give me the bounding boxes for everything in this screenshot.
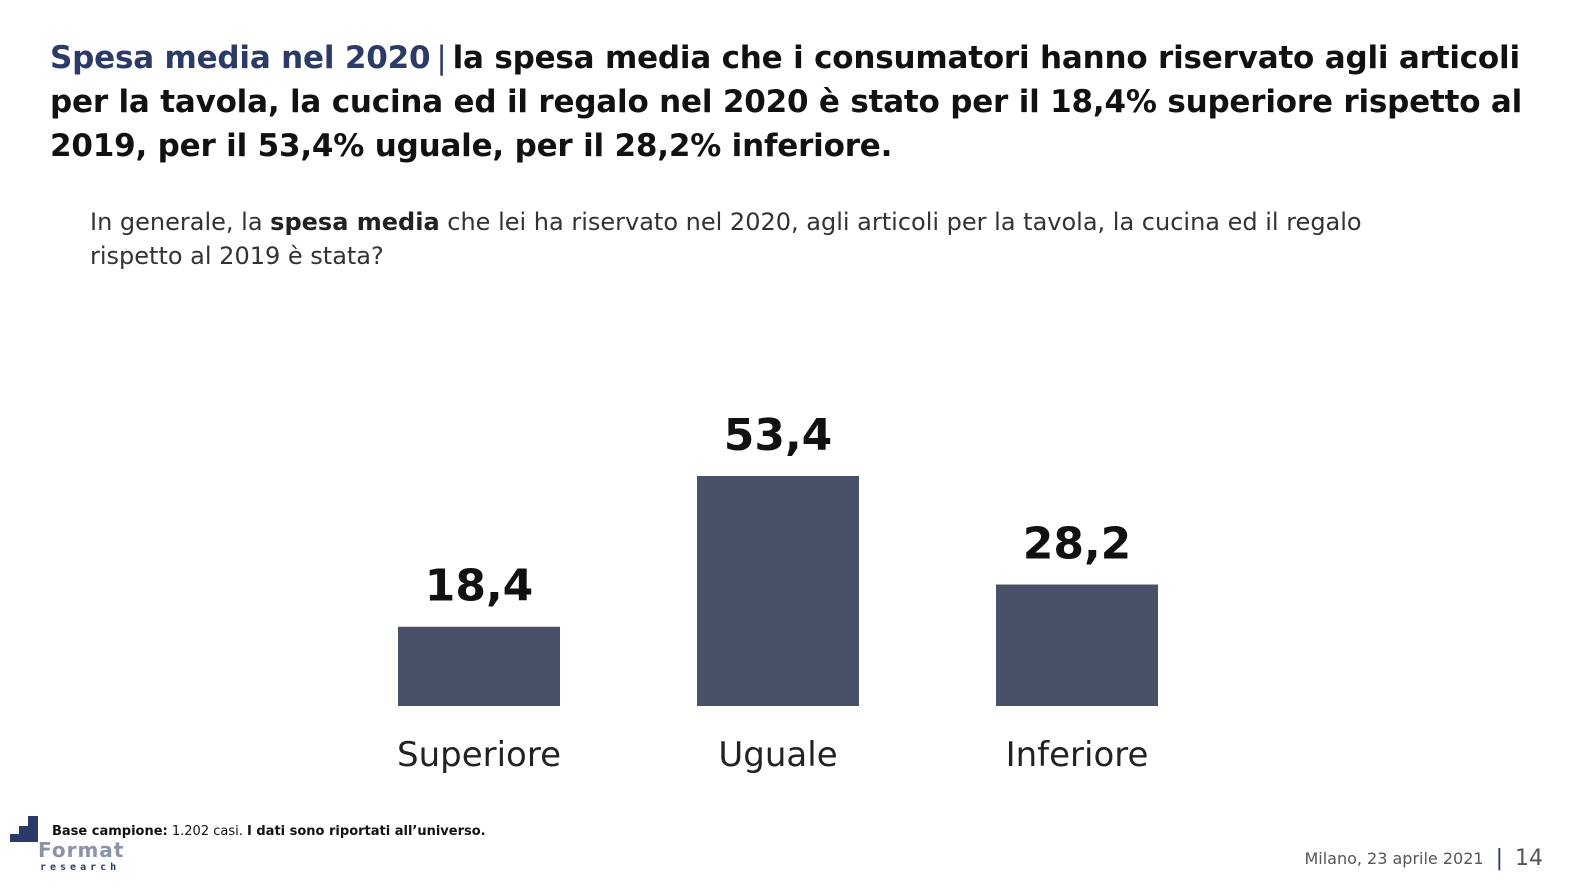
bar-chart: 18,4 Superiore 53,4 Uguale 28,2 Inferiore bbox=[397, 410, 1158, 775]
footer-date: Milano, 23 aprile 2021 bbox=[1304, 849, 1484, 868]
note-regular: 1.202 casi. bbox=[167, 824, 247, 839]
bar-uguale bbox=[697, 476, 859, 706]
question-bold: spesa media bbox=[270, 208, 440, 236]
category-label-superiore: Superiore bbox=[397, 735, 561, 775]
logo-name: Format bbox=[38, 838, 125, 862]
format-logo-icon bbox=[10, 816, 38, 842]
footer-right: Milano, 23 aprile 2021 | 14 bbox=[1304, 846, 1543, 871]
footer-separator: | bbox=[1495, 846, 1503, 871]
category-label-inferiore: Inferiore bbox=[1006, 735, 1149, 775]
note-bold-1: Base campione: bbox=[52, 824, 168, 839]
slide-title: Spesa media nel 2020 | la spesa media che … bbox=[50, 36, 1530, 168]
survey-question: In generale, la spesa media che lei ha r… bbox=[90, 205, 1420, 273]
sample-note: Base campione: 1.202 casi. I dati sono r… bbox=[52, 824, 486, 839]
note-bold-2: I dati sono riportati all’universo. bbox=[247, 824, 486, 839]
category-label-uguale: Uguale bbox=[718, 735, 837, 775]
bar-inferiore bbox=[996, 584, 1158, 706]
value-label-inferiore: 28,2 bbox=[1023, 519, 1132, 570]
title-accent: Spesa media nel 2020 bbox=[50, 40, 431, 76]
value-label-uguale: 53,4 bbox=[724, 410, 833, 461]
question-before: In generale, la bbox=[90, 208, 271, 236]
logo-sub: research bbox=[40, 862, 121, 873]
bar-superiore bbox=[398, 626, 560, 706]
value-label-superiore: 18,4 bbox=[425, 561, 534, 612]
page-number: 14 bbox=[1515, 846, 1543, 871]
title-separator: | bbox=[436, 40, 447, 76]
title-text: la spesa media che i consumatori hanno r… bbox=[50, 40, 1523, 164]
question-after: che lei ha riservato nel 2020, agli arti… bbox=[90, 208, 1362, 270]
